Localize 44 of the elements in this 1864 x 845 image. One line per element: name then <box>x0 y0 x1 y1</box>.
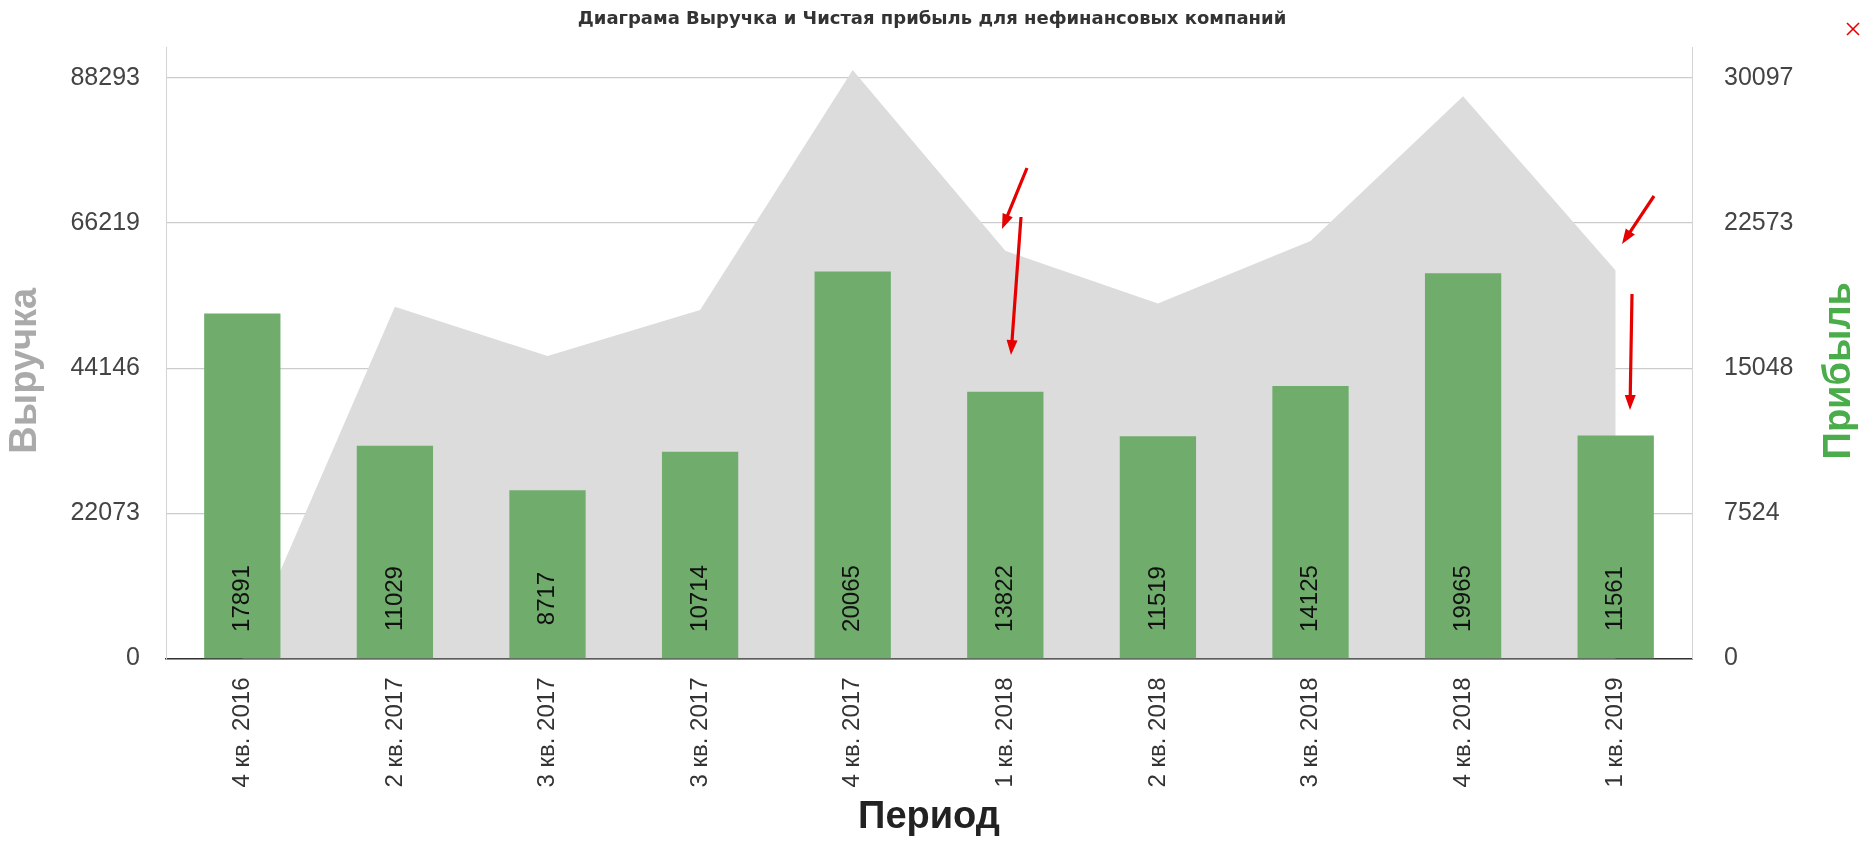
data-label: 17891 <box>226 565 254 632</box>
data-label: 11519 <box>1142 566 1170 631</box>
data-label: 19965 <box>1447 565 1475 632</box>
data-label: 13822 <box>989 565 1017 632</box>
x-tick-label: 3 кв. 2018 <box>1295 677 1323 788</box>
bar <box>661 451 739 659</box>
data-label: 11029 <box>379 566 407 631</box>
y2-tick-label: 15048 <box>1724 352 1794 381</box>
x-tick-label: 2 кв. 2017 <box>379 677 407 788</box>
bar <box>356 445 434 659</box>
y2-tick-label: 7524 <box>1724 497 1780 526</box>
y-axis-title: Выручка <box>2 286 45 454</box>
data-label: 20065 <box>837 565 865 632</box>
y-tick-label: 22073 <box>70 497 140 526</box>
x-tick-label: 4 кв. 2018 <box>1447 677 1475 788</box>
bar <box>509 490 586 659</box>
y2-axis-title: Прибыль <box>1816 282 1859 460</box>
bar <box>1577 435 1654 659</box>
x-tick-label: 3 кв. 2017 <box>684 677 712 788</box>
bar <box>814 271 891 659</box>
x-tick-label: 1 кв. 2019 <box>1600 677 1628 788</box>
data-label: 14125 <box>1295 565 1323 632</box>
chart-title: Диаграма Выручка и Чистая прибыль для нефинансовых компаний <box>577 7 1287 29</box>
data-label: 10714 <box>684 565 712 632</box>
y2-tick-label: 22573 <box>1724 206 1794 235</box>
y-tick-label: 88293 <box>70 61 140 90</box>
y2-tick-label: 30097 <box>1724 61 1794 90</box>
bar <box>1272 386 1349 659</box>
bar <box>1119 436 1197 659</box>
y-tick-label: 66219 <box>70 206 140 235</box>
y-tick-label: 44146 <box>70 352 140 381</box>
x-tick-label: 4 кв. 2016 <box>226 677 254 788</box>
x-tick-label: 3 кв. 2017 <box>532 677 560 788</box>
y-tick-label: 0 <box>126 642 140 671</box>
x-tick-label: 4 кв. 2017 <box>837 677 865 788</box>
bar <box>967 391 1044 659</box>
data-label: 11561 <box>1600 566 1628 631</box>
x-axis-title: Период <box>858 794 1000 837</box>
data-label: 8717 <box>532 571 560 626</box>
bar <box>1424 273 1502 659</box>
x-tick-label: 1 кв. 2018 <box>989 677 1017 788</box>
x-tick-label: 2 кв. 2018 <box>1142 677 1170 788</box>
y2-tick-label: 0 <box>1724 642 1738 671</box>
bar <box>204 313 281 659</box>
